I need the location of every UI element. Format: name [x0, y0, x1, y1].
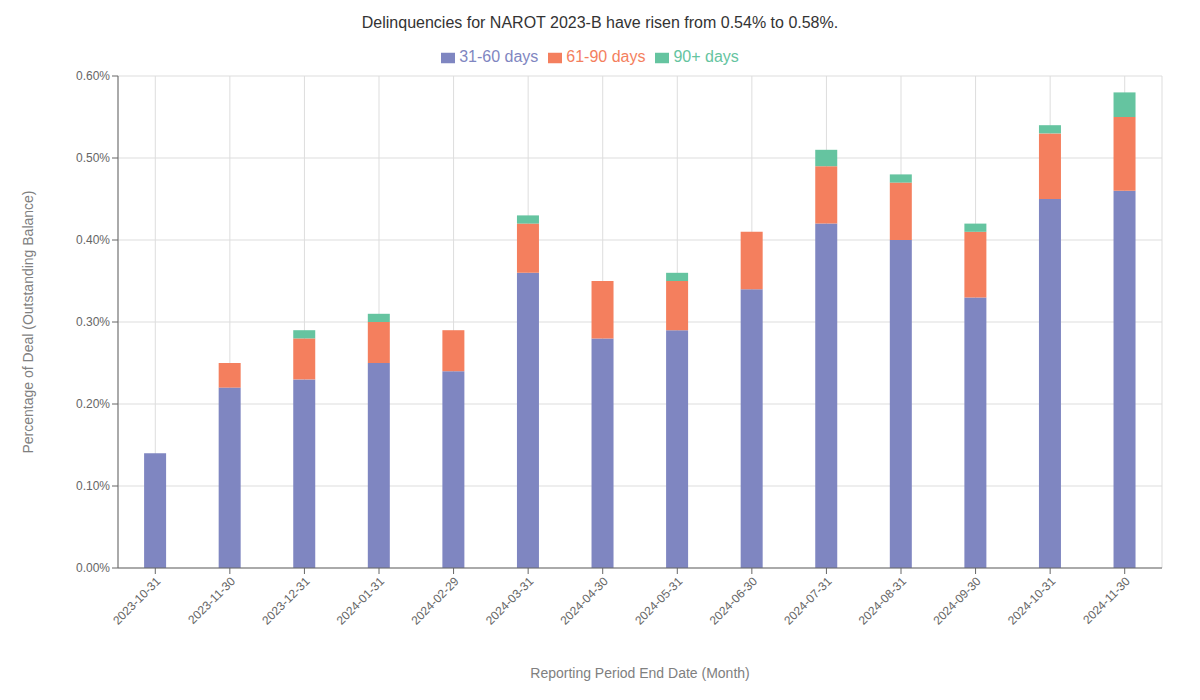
svg-text:2024-08-31: 2024-08-31: [856, 574, 910, 628]
svg-text:2024-07-31: 2024-07-31: [781, 574, 835, 628]
html-text:Delinquencies for NAROT 2023-B: Delinquencies for NAROT 2023-B have rise…: [361, 14, 839, 31]
html-text:61-90 days: 61-90 days: [566, 48, 646, 65]
svg-text:0.40%: 0.40%: [76, 233, 110, 247]
svg-text:2024-03-31: 2024-03-31: [483, 574, 537, 628]
svg-text:2024-02-29: 2024-02-29: [408, 574, 462, 628]
svg-text:2023-10-31: 2023-10-31: [110, 574, 164, 628]
svg-text:0.50%: 0.50%: [76, 151, 110, 165]
svg-text:2024-04-30: 2024-04-30: [558, 574, 612, 628]
svg-text:2024-10-31: 2024-10-31: [1005, 574, 1059, 628]
svg-text:2024-05-31: 2024-05-31: [632, 574, 686, 628]
svg-text:Reporting Period End Date (Mon: Reporting Period End Date (Month): [530, 665, 749, 681]
svg-text:2023-11-30: 2023-11-30: [185, 574, 238, 627]
html-text:31-60 days: 31-60 days: [459, 48, 539, 65]
svg-text:2024-09-30: 2024-09-30: [930, 574, 984, 628]
svg-text:2024-01-31: 2024-01-31: [334, 574, 388, 628]
svg-text:0.60%: 0.60%: [76, 69, 110, 83]
svg-text:0.00%: 0.00%: [76, 561, 110, 575]
html-text:90+ days: 90+ days: [673, 48, 739, 65]
svg-text:Percentage of Deal (Outstandin: Percentage of Deal (Outstanding Balance): [20, 190, 36, 453]
svg-text:2024-11-30: 2024-11-30: [1080, 574, 1133, 627]
svg-text:2024-06-30: 2024-06-30: [707, 574, 761, 628]
svg-text:0.20%: 0.20%: [76, 397, 110, 411]
svg-text:0.30%: 0.30%: [76, 315, 110, 329]
svg-text:2023-12-31: 2023-12-31: [259, 574, 313, 628]
svg-text:0.10%: 0.10%: [76, 479, 110, 493]
